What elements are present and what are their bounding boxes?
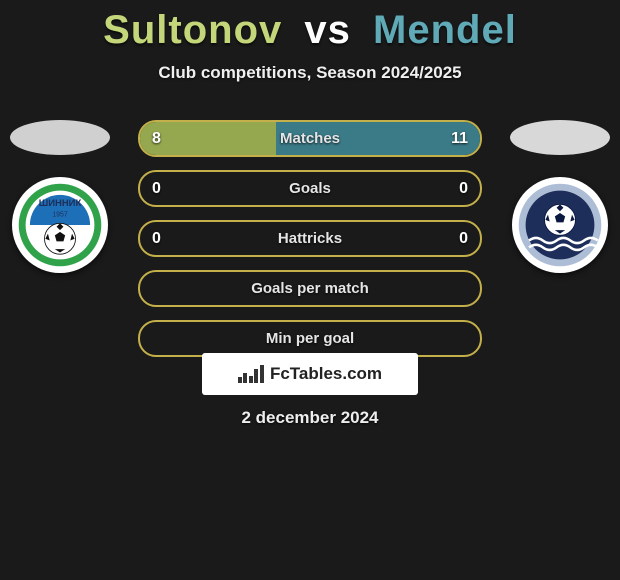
baltika-crest-icon: Балтика [517,182,603,268]
brand-bars-icon [238,365,264,383]
bar-gpm-label: Goals per match [140,272,480,305]
vs-label: vs [304,8,351,52]
bar-goals: 0 Goals 0 [138,170,482,207]
bar-min-per-goal: Min per goal [138,320,482,357]
bar-goals-label: Goals [140,172,480,205]
player1-club-badge: ШИННИК 1957 [12,177,108,273]
shinnik-crest-icon: ШИННИК 1957 [17,182,103,268]
svg-text:Балтика: Балтика [544,194,576,203]
bar-matches-right-value: 11 [451,122,468,155]
player2-name: Mendel [373,8,517,52]
right-player-column: Балтика [500,120,620,273]
comparison-card: Sultonov vs Mendel Club competitions, Se… [0,0,620,580]
generated-date: 2 december 2024 [0,408,620,428]
player1-name: Sultonov [103,8,282,52]
player2-club-badge: Балтика [512,177,608,273]
bar-matches: 8 Matches 11 [138,120,482,157]
stat-bars: 8 Matches 11 0 Goals 0 0 Hattricks 0 Goa… [138,120,482,370]
left-player-column: ШИННИК 1957 [0,120,120,273]
brand-box[interactable]: FcTables.com [202,353,418,395]
player1-avatar-placeholder [10,120,110,155]
brand-text: FcTables.com [270,364,382,384]
page-title: Sultonov vs Mendel [0,0,620,53]
bar-goals-per-match: Goals per match [138,270,482,307]
bar-goals-right-value: 0 [459,172,468,205]
bar-hattricks-label: Hattricks [140,222,480,255]
bar-mpg-label: Min per goal [140,322,480,355]
player2-avatar-placeholder [510,120,610,155]
subtitle: Club competitions, Season 2024/2025 [0,63,620,83]
bar-hattricks-right-value: 0 [459,222,468,255]
svg-text:ШИННИК: ШИННИК [39,198,82,209]
svg-text:1957: 1957 [52,211,67,218]
bar-hattricks: 0 Hattricks 0 [138,220,482,257]
bar-matches-label: Matches [140,122,480,155]
